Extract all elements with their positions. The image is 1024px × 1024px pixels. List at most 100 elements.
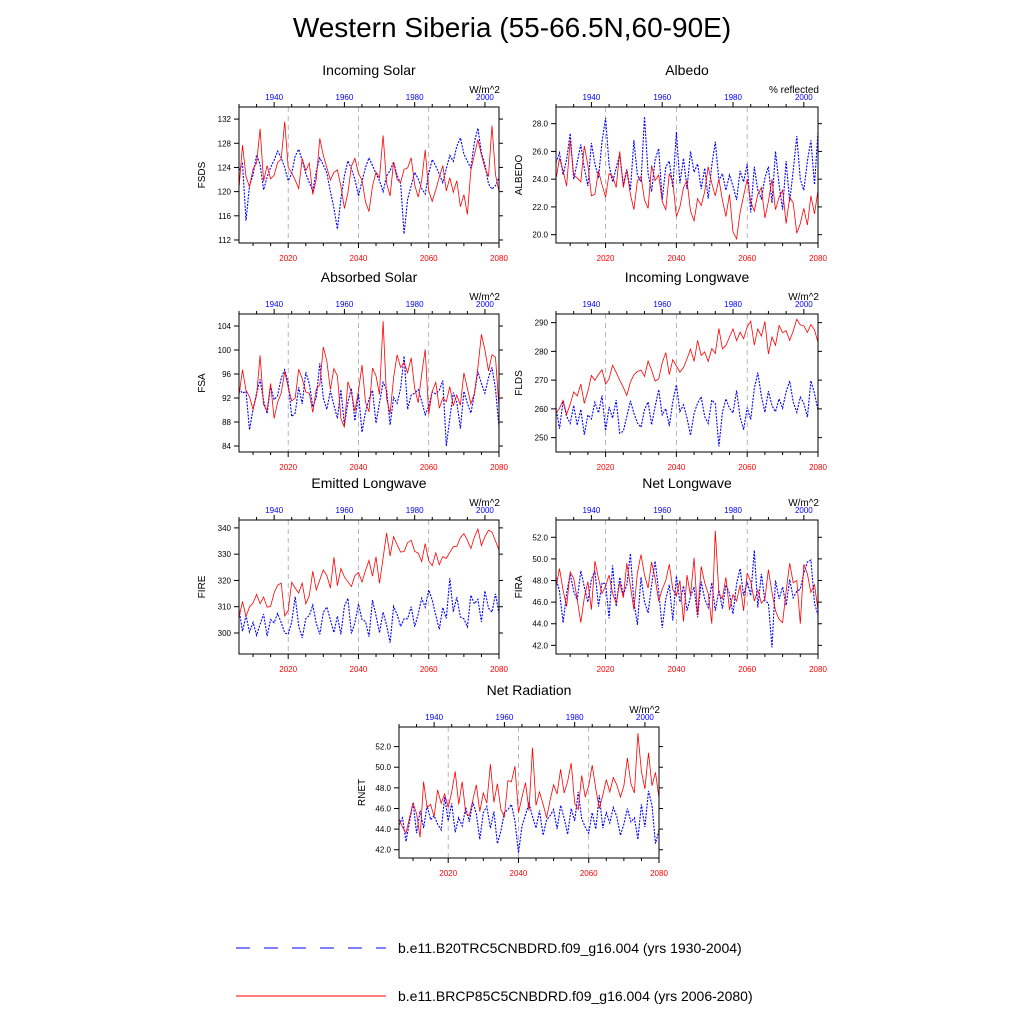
chart-panel-fire: 300 310 320 330 340 2020 2040 2060 2080 1940 1960 1… (197, 475, 508, 674)
units-label: W/m^2 (469, 292, 500, 303)
control-series-line (555, 550, 819, 648)
y-tick-label: 128 (218, 139, 232, 148)
y-tick-label: 20.0 (532, 231, 548, 240)
x-tick-label-top: 1940 (265, 300, 283, 309)
y-tick-label: 46.0 (375, 804, 391, 813)
x-tick-label-top: 2000 (476, 93, 494, 102)
x-tick-label-bottom: 2040 (350, 463, 368, 472)
y-tick-label: 22.0 (532, 203, 548, 212)
y-tick-label: 310 (218, 603, 232, 612)
x-tick-label-top: 2000 (795, 300, 813, 309)
x-tick-label-bottom: 2020 (597, 665, 615, 674)
x-tick-label-top: 1940 (425, 713, 443, 722)
y-tick-label: 280 (535, 347, 549, 356)
y-tick-label: 28.0 (532, 120, 548, 129)
x-tick-label-top: 1960 (496, 713, 514, 722)
x-tick-label-top: 1980 (724, 300, 742, 309)
plot-frame (238, 106, 500, 244)
x-tick-label-bottom: 2020 (439, 869, 457, 878)
y-tick-label: 104 (218, 322, 232, 331)
x-tick-label-bottom: 2060 (738, 254, 756, 263)
chart-panel-albedo: 20.0 22.0 24.0 26.0 28.0 2020 2040 2060 2080 1940… (514, 62, 827, 263)
y-tick-label: 260 (535, 405, 549, 414)
panel-title: Emitted Longwave (311, 475, 426, 491)
y-axis-label: RNET (357, 779, 368, 806)
x-tick-label-bottom: 2080 (490, 463, 508, 472)
x-tick-label-bottom: 2080 (809, 463, 827, 472)
y-tick-label: 250 (535, 434, 549, 443)
units-label: W/m^2 (788, 292, 819, 303)
x-tick-label-top: 2000 (476, 506, 494, 515)
y-tick-label: 88 (222, 418, 231, 427)
x-tick-label-top: 1980 (724, 93, 742, 102)
y-tick-label: 290 (535, 319, 549, 328)
x-tick-label-top: 1960 (653, 506, 671, 515)
x-tick-label-top: 2000 (636, 713, 654, 722)
plot-frame (238, 313, 500, 453)
control-series-line (238, 578, 500, 643)
x-tick-label-bottom: 2080 (809, 254, 827, 263)
y-tick-label: 42.0 (532, 641, 548, 650)
y-tick-label: 50.0 (375, 763, 391, 772)
y-tick-label: 100 (218, 346, 232, 355)
x-tick-label-bottom: 2060 (420, 463, 438, 472)
chart-panel-fsds: 112 116 120 124 128 132 2020 2040 2060 2080 1940 19… (197, 62, 508, 263)
future-series-line (238, 527, 500, 618)
x-tick-label-bottom: 2040 (667, 463, 685, 472)
panel-title: Net Longwave (642, 475, 732, 491)
x-tick-label-top: 1940 (265, 506, 283, 515)
y-tick-label: 116 (218, 212, 231, 221)
y-tick-label: 44.0 (532, 620, 548, 629)
x-tick-label-top: 1960 (653, 300, 671, 309)
panel-title: Albedo (665, 62, 709, 78)
x-tick-label-bottom: 2060 (738, 665, 756, 674)
x-tick-label-top: 2000 (795, 506, 813, 515)
chart-panel-fira: 42.0 44.0 46.0 48.0 50.0 52.0 2020 2040 2060 2080… (514, 475, 827, 674)
x-tick-label-bottom: 2020 (279, 463, 297, 472)
x-tick-label-bottom: 2040 (667, 254, 685, 263)
y-axis-label: FIRA (514, 575, 525, 598)
y-axis-label: FSDS (197, 161, 208, 188)
x-tick-label-top: 1980 (406, 300, 424, 309)
control-series-line (238, 128, 500, 234)
y-tick-label: 112 (218, 236, 231, 245)
y-tick-label: 48.0 (532, 577, 548, 586)
units-label: W/m^2 (469, 85, 500, 96)
x-tick-label-top: 2000 (795, 93, 813, 102)
x-tick-label-bottom: 2040 (350, 665, 368, 674)
x-tick-label-top: 1940 (583, 506, 601, 515)
panel-title: Incoming Solar (322, 62, 416, 78)
y-tick-label: 50.0 (532, 555, 548, 564)
y-tick-label: 320 (218, 576, 232, 585)
figure-title: Western Siberia (55-66.5N,60-90E) (292, 12, 732, 43)
panel-title: Net Radiation (487, 682, 572, 698)
future-series-line (398, 733, 660, 838)
units-label: W/m^2 (788, 498, 819, 509)
legend-label: b.e11.BRCP85C5CNBDRD.f09_g16.004 (yrs 20… (398, 988, 753, 1004)
chart-panel-rnet: 42.0 44.0 46.0 48.0 50.0 52.0 2020 2040 2060 2080… (357, 682, 668, 878)
x-tick-label-bottom: 2020 (279, 254, 297, 263)
y-tick-label: 52.0 (532, 533, 548, 542)
y-tick-label: 124 (218, 163, 232, 172)
x-tick-label-top: 1940 (583, 93, 601, 102)
y-tick-label: 330 (218, 550, 232, 559)
y-tick-label: 84 (222, 442, 231, 451)
plot-frame (398, 726, 660, 859)
x-tick-label-top: 1980 (406, 93, 424, 102)
y-tick-label: 26.0 (532, 147, 548, 156)
x-tick-label-bottom: 2020 (597, 463, 615, 472)
x-tick-label-bottom: 2080 (490, 665, 508, 674)
y-tick-label: 46.0 (532, 598, 548, 607)
y-axis-label: FSA (197, 373, 208, 393)
x-tick-label-bottom: 2020 (597, 254, 615, 263)
x-tick-label-top: 1940 (583, 300, 601, 309)
y-tick-label: 44.0 (375, 825, 391, 834)
legend: b.e11.B20TRC5CNBDRD.f09_g16.004 (yrs 193… (236, 940, 753, 1004)
future-series-line (238, 121, 500, 215)
x-tick-label-bottom: 2080 (809, 665, 827, 674)
units-label: % reflected (769, 85, 819, 96)
x-tick-label-bottom: 2040 (350, 254, 368, 263)
x-tick-label-top: 2000 (476, 300, 494, 309)
y-axis-label: FIRE (197, 575, 208, 598)
